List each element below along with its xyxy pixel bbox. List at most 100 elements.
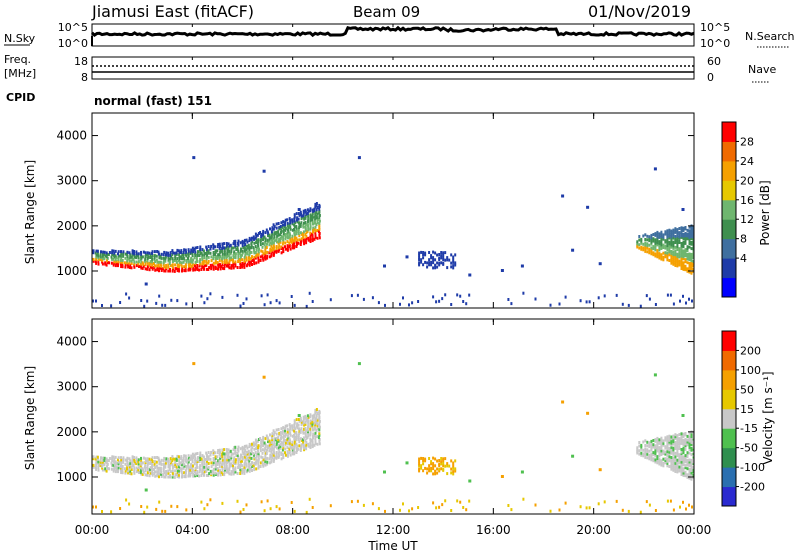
velocity-cell xyxy=(228,466,231,470)
velocity-cell xyxy=(121,467,124,470)
power-cell xyxy=(128,266,131,269)
velocity-cell xyxy=(184,475,187,479)
power-cell xyxy=(171,260,174,263)
velocity-cell xyxy=(234,450,237,454)
power-cell xyxy=(664,244,667,248)
velocity-cell xyxy=(672,459,675,463)
velocity-cell xyxy=(418,459,421,463)
power-cell xyxy=(432,256,435,260)
power-cell xyxy=(201,259,204,263)
power-cell xyxy=(140,252,143,256)
power-cell xyxy=(126,255,129,259)
power-cell xyxy=(666,239,669,243)
power-cell xyxy=(195,258,198,262)
power-cell xyxy=(284,235,287,239)
power-cell xyxy=(646,250,649,254)
power-cell xyxy=(223,265,226,268)
velocity-cell xyxy=(658,458,661,462)
power-cell xyxy=(119,262,122,266)
power-cell xyxy=(145,253,147,257)
power-cell xyxy=(234,254,237,258)
power-cell xyxy=(96,249,99,253)
power-cell xyxy=(252,246,255,250)
velocity-cell xyxy=(660,446,663,450)
velocity-cell xyxy=(432,456,435,460)
velocity-cell xyxy=(672,452,675,456)
power-cell xyxy=(218,253,221,257)
velocity-cell xyxy=(205,467,208,471)
power-cell xyxy=(682,243,685,247)
power-cell xyxy=(654,303,657,306)
velocity-cell xyxy=(187,466,190,470)
power-cell xyxy=(688,265,691,269)
power-cell xyxy=(243,249,246,253)
power-cell xyxy=(293,227,295,231)
power-cell xyxy=(434,263,437,267)
power-cell xyxy=(97,256,100,260)
velocity-cell xyxy=(277,455,280,459)
power-cell xyxy=(318,213,321,217)
velocity-cell xyxy=(225,452,228,456)
velocity-cell xyxy=(654,444,657,448)
power-cell xyxy=(682,263,685,267)
velocity-cell xyxy=(110,467,113,471)
velocity-cell xyxy=(399,508,401,512)
power-cell xyxy=(144,257,147,261)
power-cell xyxy=(597,296,600,300)
power-cell xyxy=(690,247,693,251)
power-cell xyxy=(259,259,262,262)
velocity-cell xyxy=(676,444,679,447)
power-cell xyxy=(682,294,684,298)
velocity-cell xyxy=(201,463,204,467)
velocity-cell xyxy=(170,504,173,508)
power-cell xyxy=(682,249,685,253)
power-cell xyxy=(638,235,641,238)
power-cell xyxy=(253,237,255,241)
power-cell xyxy=(142,250,145,254)
velocity-cell xyxy=(212,452,215,456)
velocity-cell xyxy=(185,466,188,470)
power-cell xyxy=(654,238,657,242)
power-cell xyxy=(674,264,677,267)
power-cell xyxy=(216,257,219,260)
power-cell xyxy=(171,253,174,257)
power-cell xyxy=(94,251,97,255)
power-cell xyxy=(680,226,683,230)
power-cell xyxy=(280,235,283,239)
power-cell xyxy=(199,249,202,253)
velocity-cell xyxy=(121,471,124,475)
power-cell xyxy=(664,253,667,256)
power-cell xyxy=(207,259,210,263)
velocity-cell xyxy=(257,444,260,448)
power-cell xyxy=(422,256,425,260)
velocity-cell xyxy=(652,451,655,455)
velocity-cell xyxy=(273,431,276,435)
velocity-cell xyxy=(272,453,275,457)
velocity-cell xyxy=(223,473,226,477)
velocity-cell xyxy=(205,473,208,477)
velocity-cell xyxy=(180,455,183,459)
power-cell xyxy=(246,246,249,250)
power-cell xyxy=(316,229,319,232)
power-cell xyxy=(252,258,255,262)
power-cell xyxy=(277,222,280,225)
velocity-cell xyxy=(639,510,642,514)
power-cell xyxy=(289,219,292,223)
velocity-cell xyxy=(654,454,657,458)
velocity-cell xyxy=(672,436,675,440)
power-cell xyxy=(237,243,240,247)
velocity-cell xyxy=(284,424,287,428)
power-cell xyxy=(672,259,675,263)
velocity-cell xyxy=(442,459,445,463)
power-cell xyxy=(140,256,143,260)
velocity-cell xyxy=(690,432,693,436)
velocity-cell xyxy=(436,467,439,471)
velocity-cell xyxy=(111,463,113,467)
power-cell xyxy=(246,262,249,266)
velocity-cell xyxy=(438,467,441,471)
power-cell xyxy=(318,236,321,240)
power-cell xyxy=(187,250,190,254)
velocity-cell xyxy=(113,461,116,465)
velocity-cell xyxy=(500,475,504,478)
velocity-cell xyxy=(666,464,669,468)
